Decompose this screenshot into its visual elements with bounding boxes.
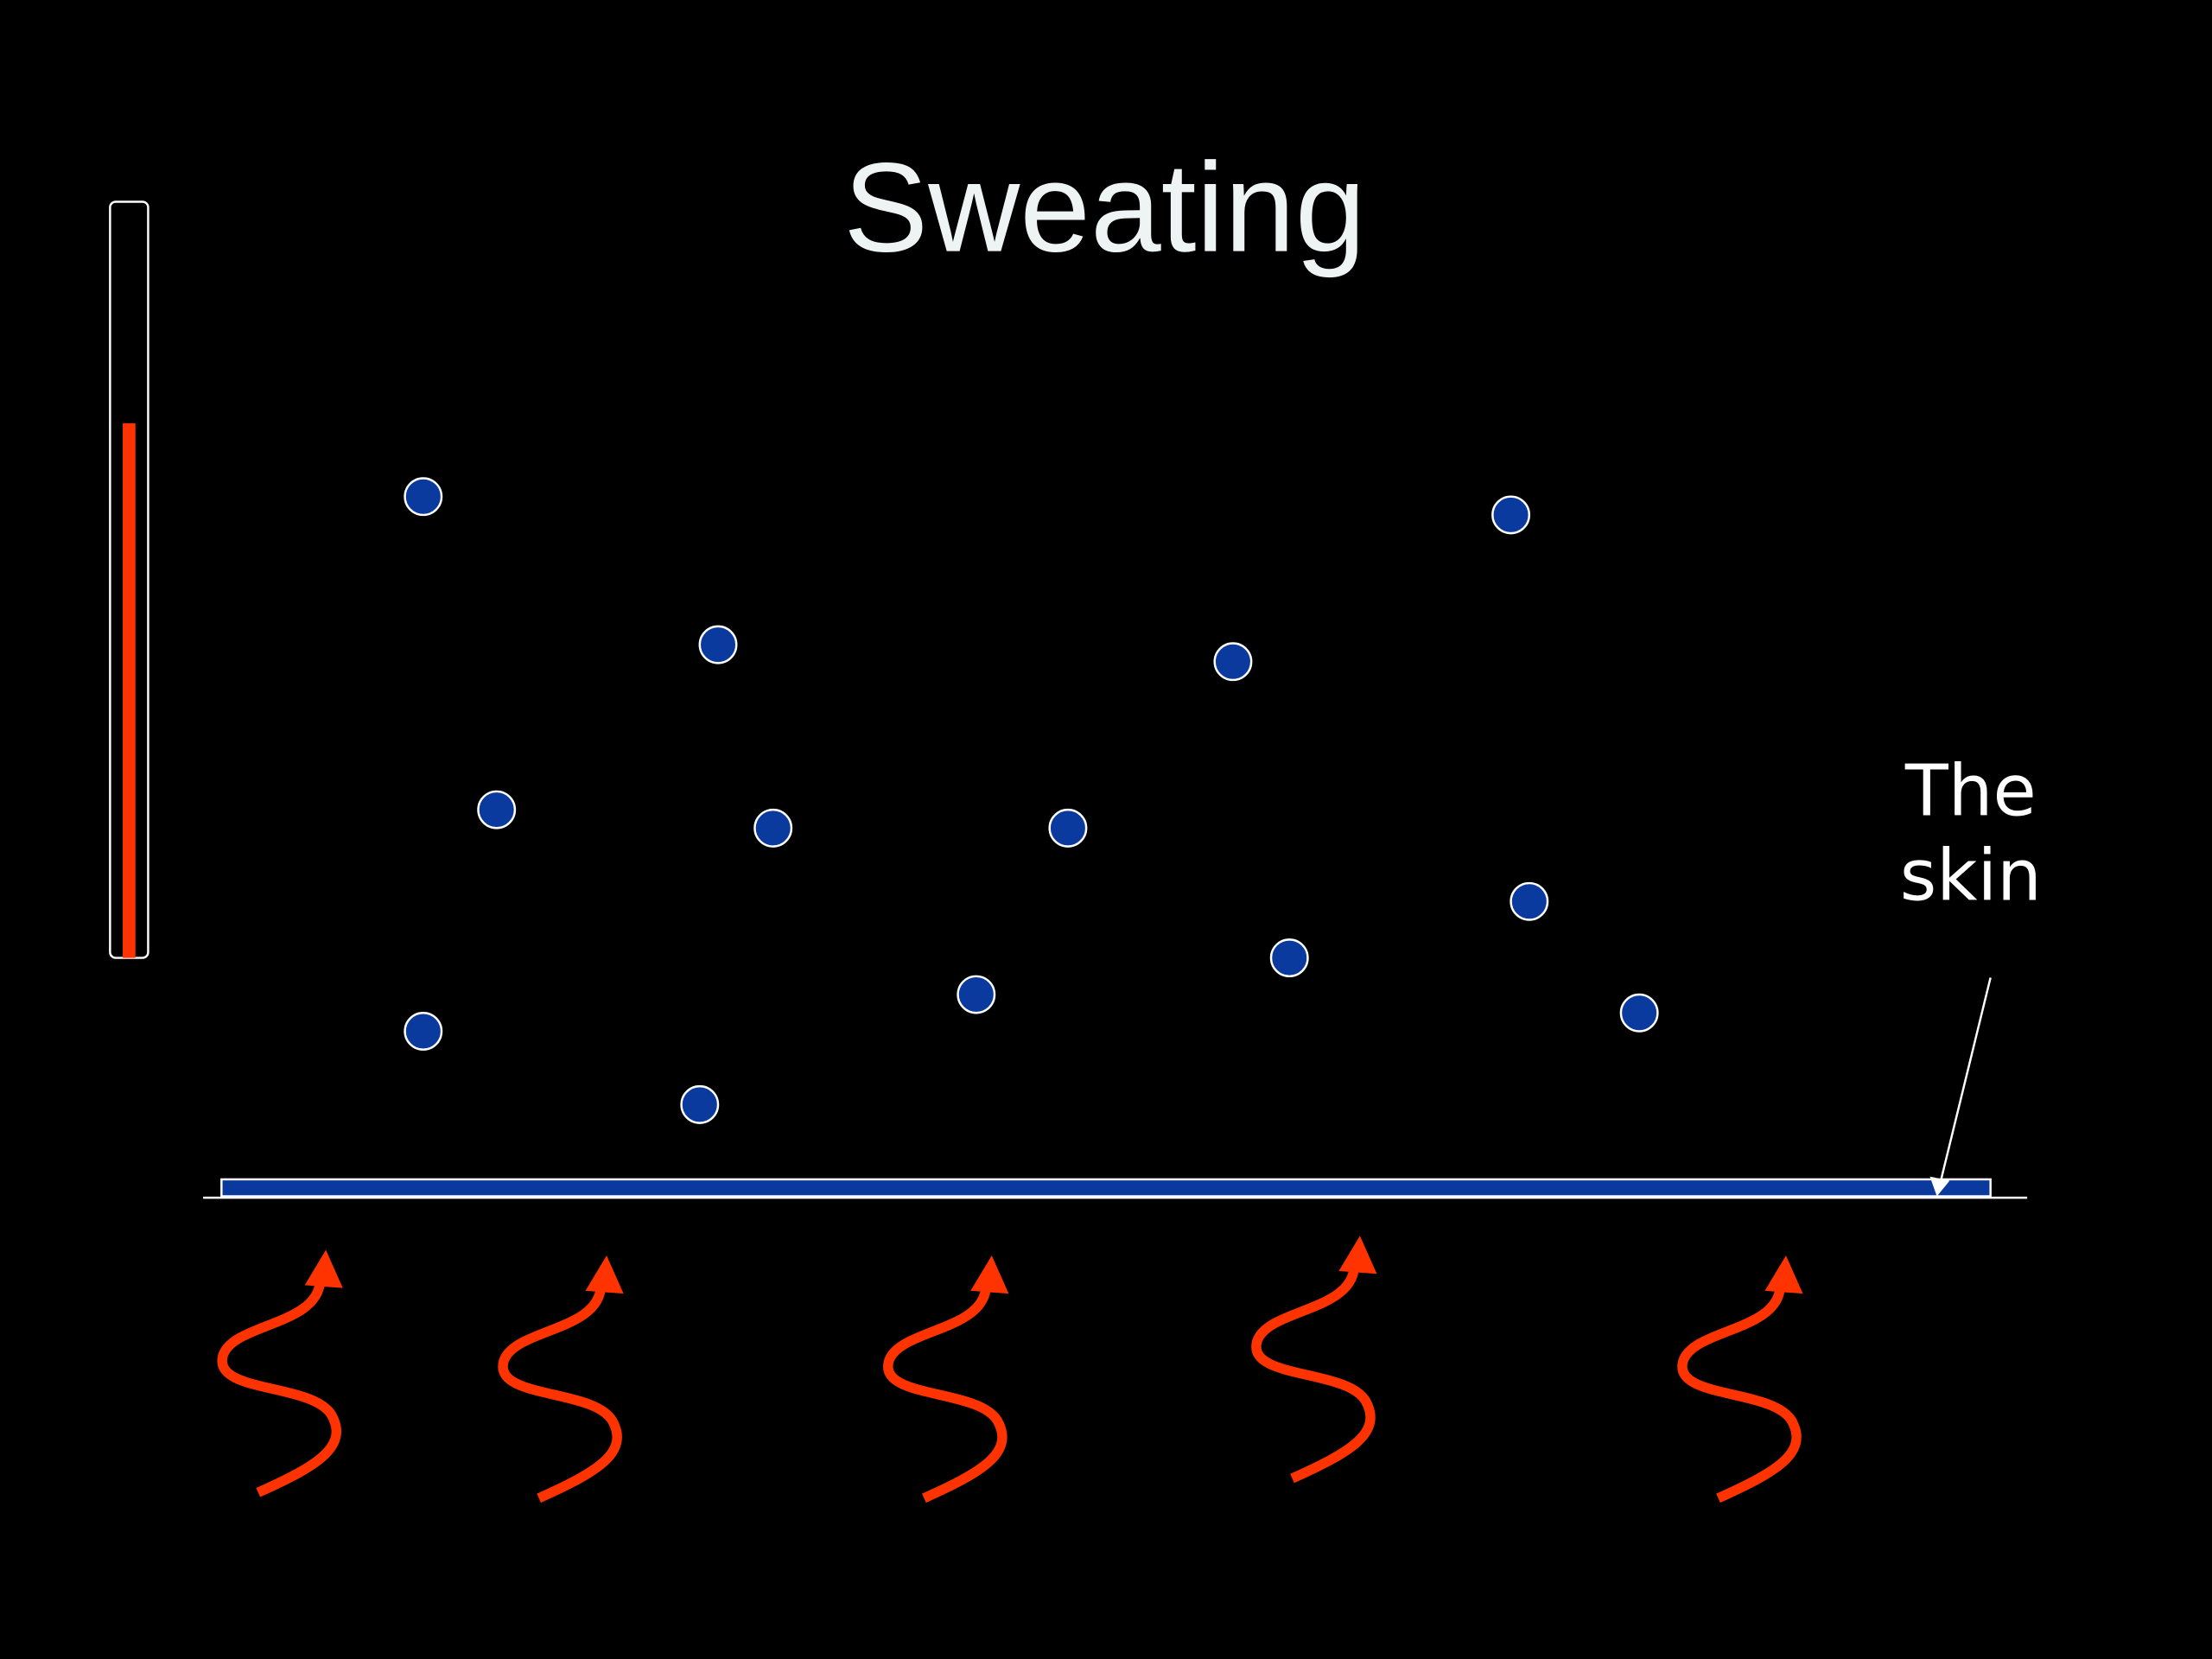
title: Sweating <box>843 137 1365 279</box>
heat-arrow <box>883 1255 1009 1503</box>
drop <box>698 625 738 664</box>
drop <box>1213 642 1253 682</box>
heat-arrow <box>1677 1255 1803 1503</box>
heat-wave <box>217 1280 341 1497</box>
sweat-drops <box>404 477 1659 1124</box>
heat-arrow <box>1251 1236 1377 1484</box>
drop <box>404 477 443 517</box>
skin-label: The <box>1904 751 2037 833</box>
pointer <box>1929 977 1992 1197</box>
thermometer <box>109 200 149 959</box>
skin <box>203 1178 2028 1199</box>
drop <box>404 1012 443 1051</box>
drop <box>680 1084 720 1124</box>
drop <box>753 808 793 848</box>
heat-wave <box>883 1286 1007 1503</box>
heat-arrow <box>498 1255 624 1503</box>
pointer-line <box>1940 977 1992 1180</box>
drop <box>957 975 996 1014</box>
drop <box>1269 938 1309 978</box>
heat-wave <box>1251 1266 1376 1484</box>
heat-arrowhead <box>970 1255 1009 1294</box>
heat-arrow <box>217 1249 343 1497</box>
drop <box>477 790 517 830</box>
heat-arrowhead <box>1764 1255 1803 1294</box>
heat-arrowhead <box>1338 1236 1377 1274</box>
heat-arrowhead <box>304 1249 343 1288</box>
drop <box>1510 881 1549 921</box>
heat-wave <box>498 1286 622 1503</box>
heat-wave <box>1677 1286 1802 1503</box>
heat-arrows <box>217 1236 1803 1503</box>
thermometer-level <box>123 423 136 958</box>
skin-label: skin <box>1900 836 2042 918</box>
drop <box>1491 495 1531 535</box>
skin-layer <box>220 1178 1992 1198</box>
drop <box>1048 808 1088 848</box>
pointer-head <box>1929 1176 1950 1197</box>
heat-arrowhead <box>585 1255 624 1294</box>
drop <box>1619 993 1659 1033</box>
